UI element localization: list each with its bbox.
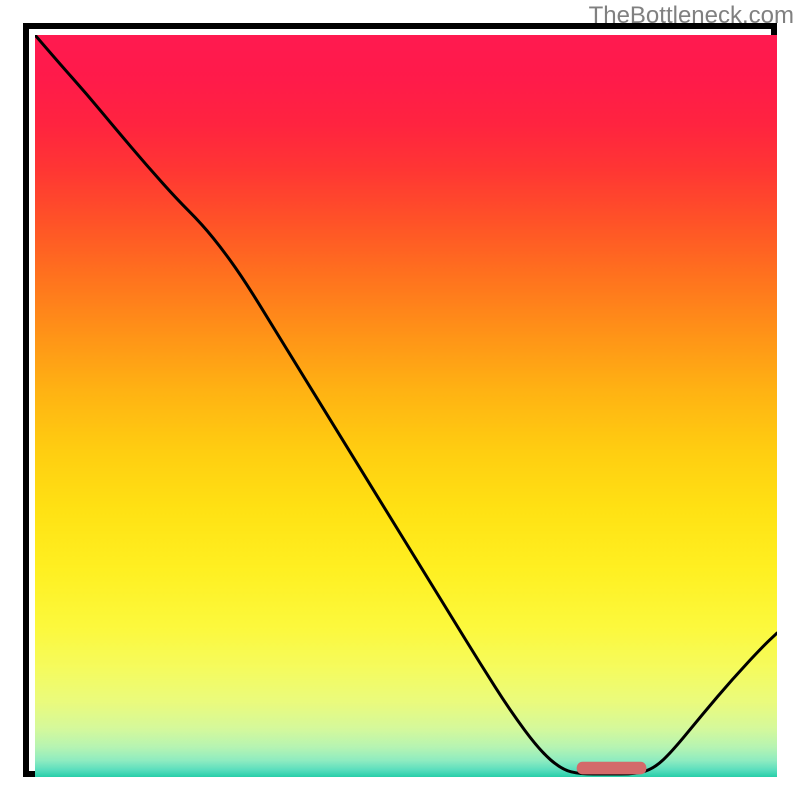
plot-frame <box>23 23 777 777</box>
watermark-text: TheBottleneck.com <box>589 2 794 30</box>
bottleneck-curve <box>35 35 777 774</box>
chart-root: TheBottleneck.com <box>0 0 800 800</box>
curve-overlay <box>35 35 777 777</box>
minimum-marker <box>577 762 647 775</box>
